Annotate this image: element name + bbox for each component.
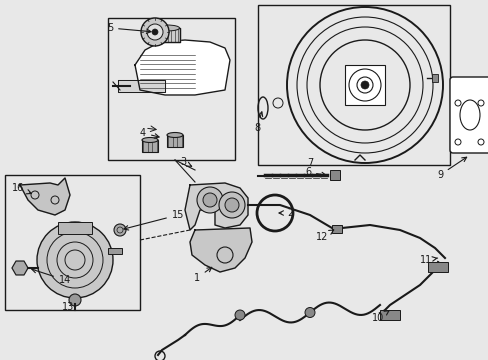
Circle shape	[360, 81, 368, 89]
Text: 11: 11	[419, 255, 437, 265]
Polygon shape	[12, 261, 28, 275]
Text: 13: 13	[62, 302, 74, 312]
Bar	[427, 262, 447, 272]
Bar	[108, 18, 235, 160]
Polygon shape	[155, 28, 180, 42]
Circle shape	[69, 294, 81, 306]
Text: 1: 1	[194, 267, 211, 283]
Circle shape	[203, 193, 217, 207]
Circle shape	[141, 18, 169, 46]
Text: 10: 10	[371, 310, 388, 323]
FancyBboxPatch shape	[449, 77, 488, 153]
Circle shape	[152, 29, 158, 35]
Ellipse shape	[154, 25, 179, 31]
Bar	[5, 175, 140, 310]
Bar	[331, 225, 341, 233]
Text: 9: 9	[436, 157, 466, 180]
Polygon shape	[118, 80, 164, 92]
Polygon shape	[20, 178, 70, 215]
Text: 3: 3	[180, 157, 191, 167]
Polygon shape	[135, 40, 229, 95]
Bar	[142, 140, 158, 152]
Ellipse shape	[167, 132, 183, 138]
Text: 4: 4	[140, 128, 159, 138]
Bar	[167, 135, 183, 147]
Ellipse shape	[142, 138, 158, 143]
Text: 8: 8	[253, 112, 262, 133]
Text: 2: 2	[279, 208, 292, 218]
Circle shape	[147, 24, 163, 40]
Circle shape	[305, 307, 314, 318]
Bar	[108, 248, 122, 254]
Circle shape	[235, 310, 244, 320]
Text: 5: 5	[107, 23, 151, 33]
Bar	[258, 5, 449, 165]
Bar	[379, 310, 399, 320]
Text: 12: 12	[315, 230, 333, 242]
Circle shape	[37, 222, 113, 298]
Bar	[329, 170, 339, 180]
Text: 7: 7	[306, 158, 312, 168]
Bar	[345, 65, 384, 105]
Bar	[58, 222, 92, 234]
Circle shape	[219, 192, 244, 218]
Text: 6: 6	[305, 167, 325, 177]
Circle shape	[114, 224, 126, 236]
Circle shape	[224, 198, 239, 212]
Text: 15: 15	[123, 210, 184, 230]
Polygon shape	[190, 228, 251, 272]
Text: 14: 14	[32, 269, 71, 285]
Polygon shape	[184, 183, 247, 230]
Text: 16: 16	[12, 183, 31, 194]
Bar	[431, 74, 437, 82]
Circle shape	[197, 187, 223, 213]
